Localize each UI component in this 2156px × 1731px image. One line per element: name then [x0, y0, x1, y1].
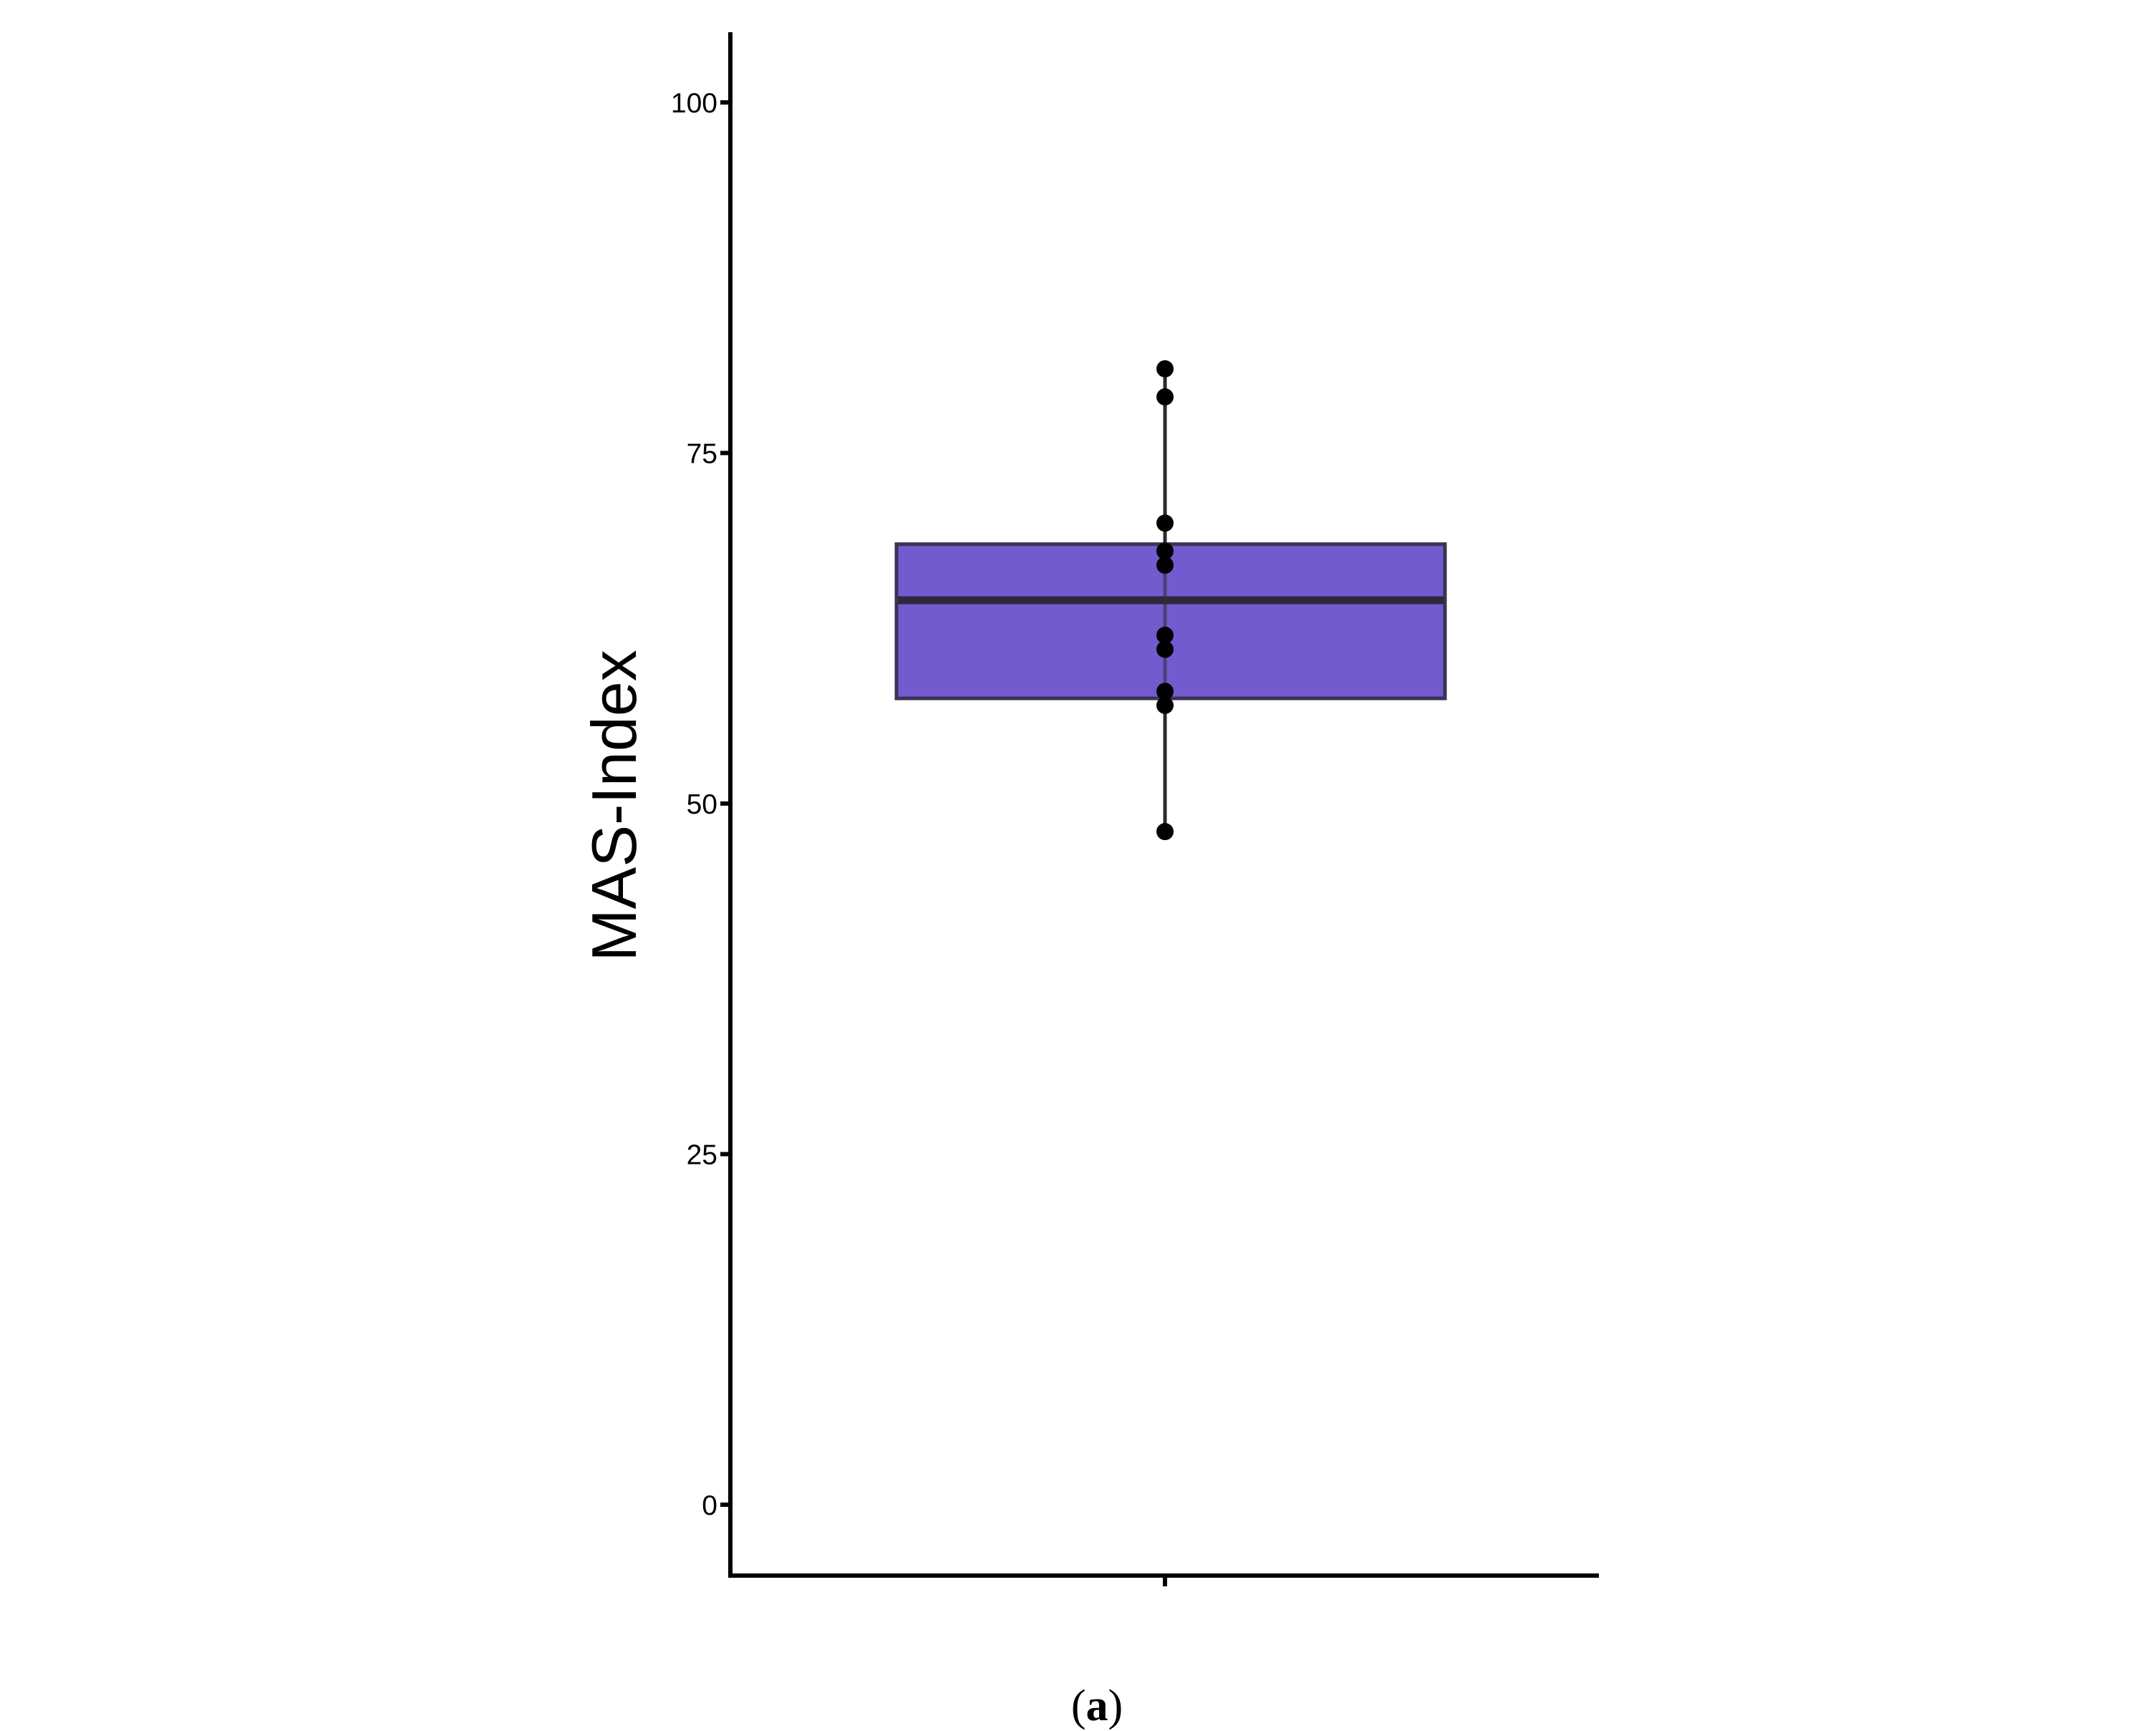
data-points	[1156, 360, 1174, 841]
data-point	[1156, 542, 1174, 560]
data-point	[1156, 696, 1174, 714]
data-point	[1156, 823, 1174, 841]
y-tick-label: 0	[702, 1490, 717, 1521]
y-tick-label: 25	[687, 1140, 717, 1171]
data-point	[1156, 556, 1174, 574]
figure-caption: (a)	[1071, 1682, 1123, 1730]
y-tick-label: 50	[687, 789, 717, 820]
y-axis-label: MAS-Index	[579, 650, 649, 961]
data-point	[1156, 388, 1174, 406]
y-tick-label: 75	[687, 439, 717, 470]
data-point	[1156, 360, 1174, 378]
box-plot	[894, 369, 1447, 832]
data-point	[1156, 627, 1174, 645]
data-point	[1156, 514, 1174, 532]
y-ticks: 0 25 50 75 100	[671, 88, 730, 1521]
data-point	[1156, 683, 1174, 700]
y-tick-label: 100	[671, 88, 717, 119]
data-point	[1156, 640, 1174, 658]
